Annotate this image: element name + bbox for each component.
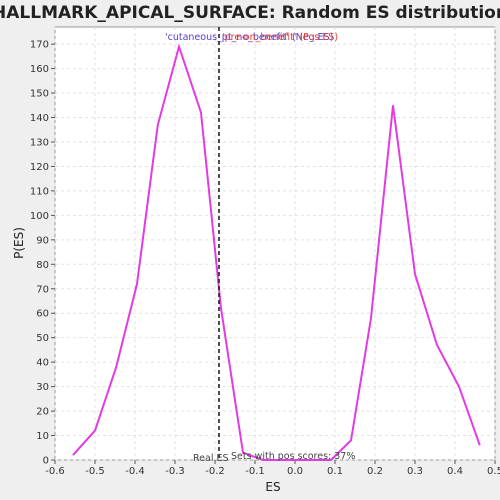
y-tick-label: 170 <box>30 40 49 51</box>
x-tick-label: 0.1 <box>327 466 343 477</box>
y-tick-label: 60 <box>36 309 49 320</box>
x-tick-label: -0.6 <box>45 466 65 477</box>
legend-pos-es: 'pre-on_benefit' (Pos ES) <box>222 32 338 43</box>
y-tick-label: 50 <box>36 333 49 344</box>
y-tick-label: 10 <box>36 431 49 442</box>
y-tick-label: 110 <box>30 186 49 197</box>
grid-lines <box>54 27 496 461</box>
x-tick-label: 0.0 <box>287 466 303 477</box>
y-tick-label: 40 <box>36 358 49 369</box>
real-es-label: Real ES <box>193 453 229 464</box>
y-tick-label: 150 <box>30 89 49 100</box>
y-tick-label: 80 <box>36 260 49 271</box>
x-tick-label: 0.4 <box>447 466 463 477</box>
y-axis-title: P(ES) <box>12 227 26 259</box>
y-tick-label: 0 <box>43 456 49 467</box>
y-tick-label: 20 <box>36 407 49 418</box>
x-tick-label: 0.2 <box>367 466 383 477</box>
y-tick-label: 90 <box>36 235 49 246</box>
x-tick-label: -0.5 <box>85 466 105 477</box>
x-axis: -0.6 -0.5 -0.4 -0.3 -0.2 -0.1 0.0 0.1 0.2 0.3 0.4 0… <box>45 460 500 477</box>
x-tick-label: 0.5 <box>487 466 500 477</box>
y-tick-label: 30 <box>36 382 49 393</box>
y-tick-label: 130 <box>30 137 49 148</box>
pos-scores-annotation: Sets with pos scores: 37% <box>231 451 355 462</box>
x-tick-label: -0.3 <box>165 466 185 477</box>
es-distribution-line <box>72 43 481 461</box>
x-tick-label: -0.1 <box>245 466 265 477</box>
y-tick-label: 140 <box>30 113 49 124</box>
plot-area <box>54 26 496 461</box>
x-tick-label: 0.3 <box>407 466 423 477</box>
y-tick-label: 120 <box>30 162 49 173</box>
x-tick-label: -0.4 <box>125 466 145 477</box>
y-axis: 0 10 20 30 40 50 60 70 80 90 100 110 120 130 140 150 160… <box>30 40 55 467</box>
y-tick-label: 100 <box>30 211 49 222</box>
legend-neg-es: 'cutaneous_pt_no_benefit' (Neg ES) <box>165 32 333 43</box>
x-axis-title: ES <box>265 480 280 494</box>
y-tick-label: 70 <box>36 284 49 295</box>
y-tick-label: 160 <box>30 64 49 75</box>
x-tick-label: -0.2 <box>205 466 225 477</box>
chart-title: HALLMARK_APICAL_SURFACE: Random ES distr… <box>0 3 500 23</box>
